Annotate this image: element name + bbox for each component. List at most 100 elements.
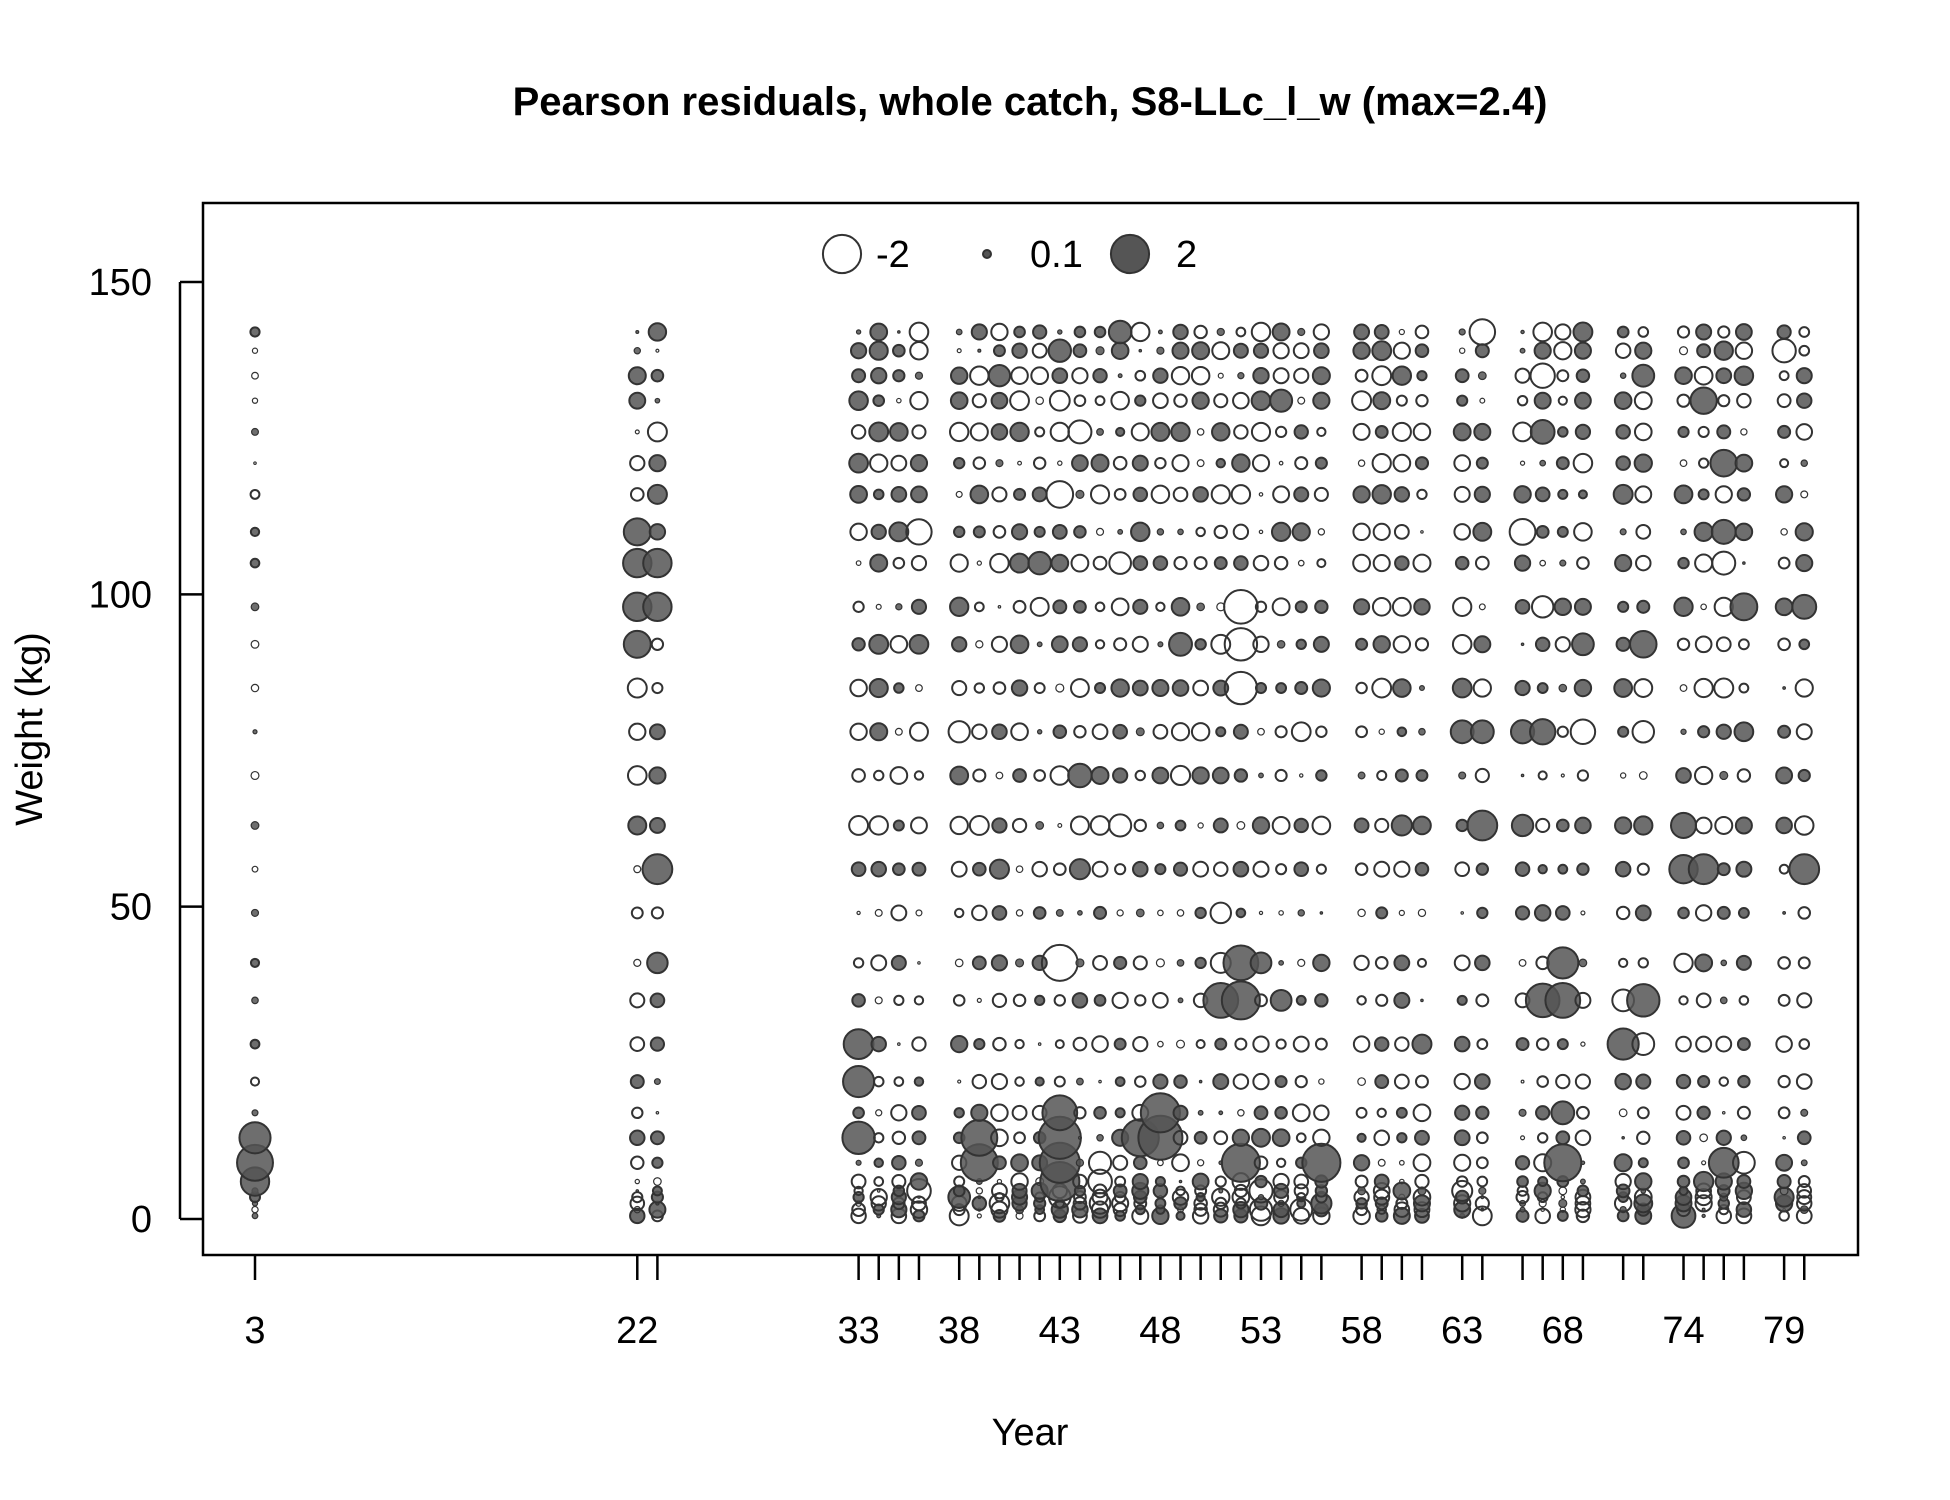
residual-point xyxy=(1673,596,1694,617)
residual-point xyxy=(1214,1175,1227,1188)
residual-point xyxy=(1047,338,1072,363)
residual-point xyxy=(1466,809,1499,842)
residual-point xyxy=(909,391,929,411)
residual-point xyxy=(1276,639,1286,649)
residual-point xyxy=(1098,1079,1102,1084)
residual-point xyxy=(1274,1075,1288,1089)
residual-point xyxy=(1454,1104,1471,1121)
residual-point xyxy=(973,601,985,613)
residual-point xyxy=(1156,821,1165,830)
residual-point xyxy=(1796,992,1813,1009)
residual-point xyxy=(910,485,928,504)
residual-point xyxy=(1108,551,1132,575)
residual-point xyxy=(1737,906,1750,919)
x-axis-title: Year xyxy=(992,1412,1069,1454)
residual-point xyxy=(949,765,970,786)
residual-point xyxy=(1455,818,1469,833)
residual-point xyxy=(1533,391,1552,410)
residual-point xyxy=(1558,1198,1568,1208)
residual-point xyxy=(1090,766,1110,785)
residual-point xyxy=(870,954,888,972)
residual-point xyxy=(633,958,642,967)
residual-point xyxy=(892,369,906,383)
residual-point xyxy=(1693,521,1714,542)
residual-point xyxy=(1197,822,1204,829)
residual-point xyxy=(1112,1154,1129,1171)
residual-point xyxy=(1614,342,1632,359)
residual-point xyxy=(1777,993,1791,1007)
residual-point xyxy=(1676,1174,1691,1189)
residual-point xyxy=(1734,341,1754,360)
residual-point xyxy=(1371,453,1392,474)
x-tick-label: 3 xyxy=(244,1310,265,1352)
residual-point xyxy=(1777,556,1791,570)
residual-point xyxy=(1093,994,1107,1007)
residual-point xyxy=(1157,909,1164,917)
residual-point xyxy=(992,1155,1007,1171)
residual-point xyxy=(1701,1160,1707,1166)
residual-point xyxy=(1113,955,1128,970)
residual-point xyxy=(1252,554,1270,572)
residual-point xyxy=(622,517,652,547)
residual-point xyxy=(1468,318,1497,346)
residual-point xyxy=(1134,1075,1147,1088)
y-tick-label: 100 xyxy=(89,574,152,616)
residual-point xyxy=(1313,486,1329,502)
residual-point xyxy=(648,454,667,473)
residual-point xyxy=(1170,421,1191,443)
residual-point xyxy=(1073,394,1087,408)
residual-point xyxy=(1456,394,1469,407)
residual-point xyxy=(954,958,964,968)
residual-point xyxy=(1694,904,1713,922)
residual-point xyxy=(1213,393,1229,409)
residual-point xyxy=(1073,1106,1087,1120)
residual-point xyxy=(908,633,930,655)
residual-point xyxy=(1297,396,1306,405)
residual-point xyxy=(992,1036,1007,1052)
residual-point xyxy=(892,819,905,832)
residual-point xyxy=(1689,386,1718,415)
residual-point xyxy=(1257,1193,1265,1201)
residual-point xyxy=(1707,1146,1740,1179)
residual-point xyxy=(1355,681,1368,695)
residual-point xyxy=(1275,1157,1287,1168)
residual-point xyxy=(1354,368,1369,383)
residual-point xyxy=(1274,768,1288,783)
residual-point xyxy=(969,422,989,442)
residual-point xyxy=(1576,769,1590,782)
residual-point xyxy=(1740,428,1748,436)
residual-point xyxy=(1674,366,1693,385)
residual-point xyxy=(1089,815,1111,836)
residual-point xyxy=(1210,484,1231,505)
residual-point xyxy=(1613,1153,1633,1173)
residual-point xyxy=(990,954,1009,972)
residual-point xyxy=(1258,910,1264,916)
residual-point xyxy=(1051,523,1068,540)
residual-point xyxy=(1796,1195,1813,1212)
residual-point xyxy=(1374,1074,1390,1089)
residual-point xyxy=(1154,1197,1167,1210)
residual-point xyxy=(1695,1035,1713,1053)
residual-point xyxy=(1232,860,1250,878)
residual-point xyxy=(870,523,887,541)
residual-point xyxy=(648,723,666,741)
residual-point xyxy=(1636,862,1650,876)
residual-point xyxy=(1451,1179,1474,1202)
residual-point xyxy=(950,1034,969,1054)
residual-point xyxy=(1010,1153,1029,1173)
residual-point xyxy=(1798,344,1811,357)
x-tick-label: 68 xyxy=(1542,1310,1584,1352)
residual-point xyxy=(1454,555,1470,571)
residual-point xyxy=(1529,419,1556,445)
residual-point xyxy=(1694,553,1714,573)
residual-point xyxy=(1418,685,1425,692)
residual-point xyxy=(1192,860,1210,878)
residual-point xyxy=(1293,1173,1310,1190)
residual-point xyxy=(1453,454,1472,473)
residual-point xyxy=(1516,1175,1529,1188)
residual-point xyxy=(1150,421,1171,442)
residual-point xyxy=(1715,1035,1733,1053)
residual-point xyxy=(1073,725,1087,739)
residual-point xyxy=(1357,459,1366,467)
residual-point xyxy=(1619,372,1627,379)
